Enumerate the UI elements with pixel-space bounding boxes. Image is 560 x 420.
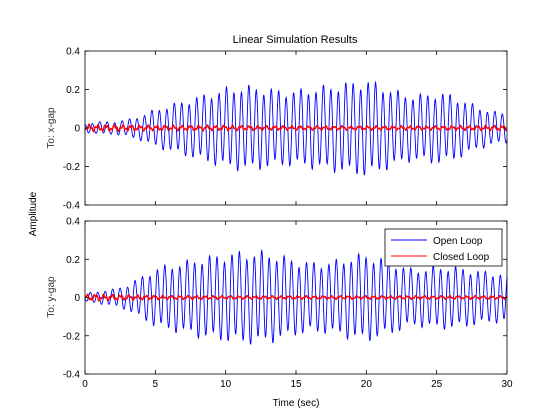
y-tick-label: -0.2 [63, 331, 81, 342]
x-tick-label: 10 [220, 379, 232, 390]
series-open-loop [84, 80, 508, 176]
y-axis-label: Amplitude [28, 191, 39, 236]
subplot-1-ylabel: To: x-gap [46, 107, 57, 149]
legend: Open Loop Closed Loop [384, 228, 503, 267]
chart-title: Linear Simulation Results [233, 34, 358, 46]
legend-entry-open-loop: Open Loop [433, 236, 483, 247]
series-closed-loop [84, 123, 508, 133]
y-tick-label: 0 [74, 124, 80, 135]
y-tick-label: 0 [74, 293, 80, 304]
x-tick-label: 20 [361, 379, 373, 390]
legend-box [384, 228, 503, 267]
y-tick-label: 0.4 [66, 217, 80, 228]
y-tick-label: -0.4 [63, 201, 81, 212]
x-axis-label: Time (sec) [273, 398, 320, 409]
subplot-x-gap: 0.4 0.2 0 -0.2 -0.4 To: x-gap [46, 47, 508, 212]
series-closed-loop [84, 293, 508, 302]
x-tick-label: 0 [82, 379, 88, 390]
x-tick-label: 25 [431, 379, 443, 390]
y-tick-label: -0.4 [63, 370, 81, 381]
x-tick-labels: 0 5 10 15 20 25 30 [82, 379, 513, 390]
subplot-2-series [84, 249, 508, 345]
series-open-loop [84, 249, 508, 345]
subplot-1-series [84, 80, 508, 176]
y-tick-label: 0.4 [66, 47, 80, 58]
subplot-1-ticks: 0.4 0.2 0 -0.2 -0.4 [63, 47, 508, 212]
subplot-2-ylabel: To: y-gap [46, 276, 57, 318]
y-tick-label: 0.2 [66, 255, 80, 266]
x-tick-label: 5 [153, 379, 159, 390]
subplot-2-ticks: 0.4 0.2 0 -0.2 -0.4 [63, 217, 508, 381]
legend-entry-closed-loop: Closed Loop [433, 252, 490, 263]
y-tick-label: -0.2 [63, 162, 81, 173]
x-tick-label: 15 [290, 379, 302, 390]
y-tick-label: 0.2 [66, 85, 80, 96]
x-tick-label: 30 [501, 379, 513, 390]
subplot-y-gap: 0.4 0.2 0 -0.2 -0.4 To: y-gap Open Loop Clos… [46, 217, 508, 381]
